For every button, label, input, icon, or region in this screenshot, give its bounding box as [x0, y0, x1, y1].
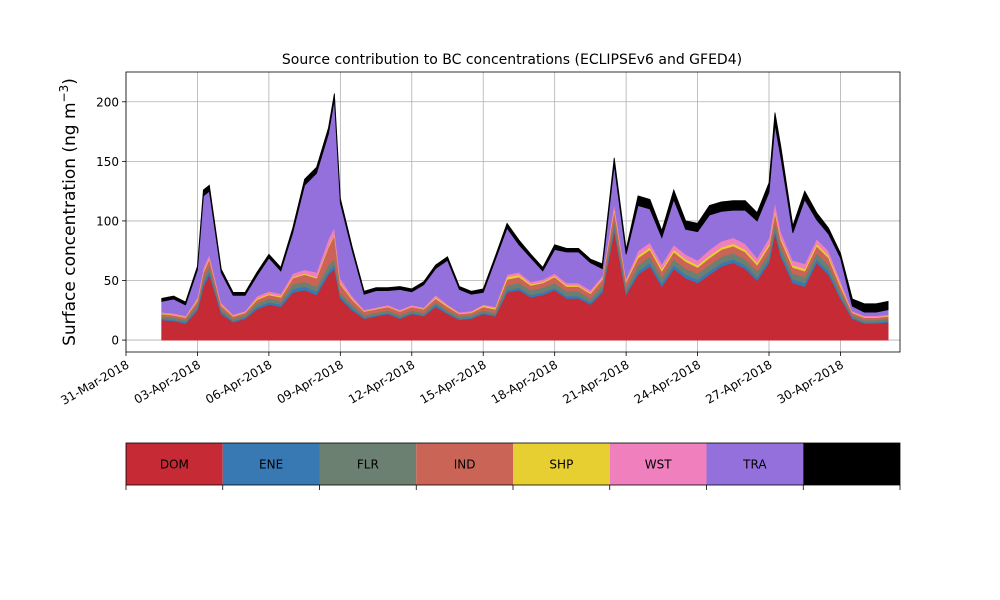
legend-label-dom: DOM	[160, 458, 189, 472]
y-tick-label: 150	[96, 155, 119, 169]
legend-label-shp: SHP	[549, 458, 573, 472]
legend-colorbar: DOM ENE FLR IND SHP WST TRA BB	[125, 442, 901, 490]
axes-frame	[125, 71, 901, 353]
y-axis-label-text: Surface concentration (ng m	[60, 102, 80, 345]
y-axis-label: Surface concentration (ng m−3)	[57, 78, 80, 346]
y-axis: 0 50 100 150 200	[96, 95, 126, 348]
legend-swatch-ind	[416, 443, 513, 485]
legend-label-bb: BB	[843, 458, 859, 472]
legend-swatch-dom	[126, 443, 223, 485]
legend-label-wst: WST	[645, 458, 672, 472]
y-tick-label: 100	[96, 214, 119, 228]
x-axis: 31-Mar-2018 03-Apr-2018 06-Apr-2018 09-Apr-…	[58, 352, 846, 408]
legend-swatch-ene	[222, 443, 320, 485]
legend-label-tra: TRA	[742, 458, 767, 472]
y-axis-label-close: )	[60, 78, 80, 85]
x-tick-label: 30-Apr-2018	[775, 357, 846, 406]
legend-swatch-shp	[513, 443, 610, 485]
area-series-bb	[161, 93, 889, 313]
plot-frame	[125, 71, 901, 353]
legend-swatch-tra	[706, 443, 804, 485]
y-tick-label: 50	[104, 274, 119, 288]
x-tick-label: 06-Apr-2018	[203, 357, 274, 406]
legend-swatch-bb	[803, 443, 900, 485]
x-tick-label: 09-Apr-2018	[275, 357, 346, 406]
x-tick-label: 27-Apr-2018	[703, 357, 774, 406]
legend-swatch-flr	[319, 443, 417, 485]
x-tick-label: 31-Mar-2018	[58, 357, 131, 407]
x-tick-label: 18-Apr-2018	[489, 357, 560, 406]
x-tick-label: 24-Apr-2018	[632, 357, 703, 406]
x-tick-label: 12-Apr-2018	[346, 357, 417, 406]
chart-title: Source contribution to BC concentrations…	[282, 52, 742, 68]
legend-label-ene: ENE	[259, 458, 283, 472]
x-tick-label: 03-Apr-2018	[132, 357, 203, 406]
y-tick-label: 200	[96, 95, 119, 109]
x-tick-label: 15-Apr-2018	[417, 357, 488, 406]
y-axis-label-unit-exponent: −3	[57, 85, 71, 103]
x-tick-label: 21-Apr-2018	[560, 357, 631, 406]
legend-label-ind: IND	[454, 458, 476, 472]
stacked-areas	[161, 93, 889, 341]
legend-label-flr: FLR	[357, 458, 379, 472]
legend-swatch-wst	[609, 443, 707, 485]
y-tick-label: 0	[111, 334, 119, 348]
